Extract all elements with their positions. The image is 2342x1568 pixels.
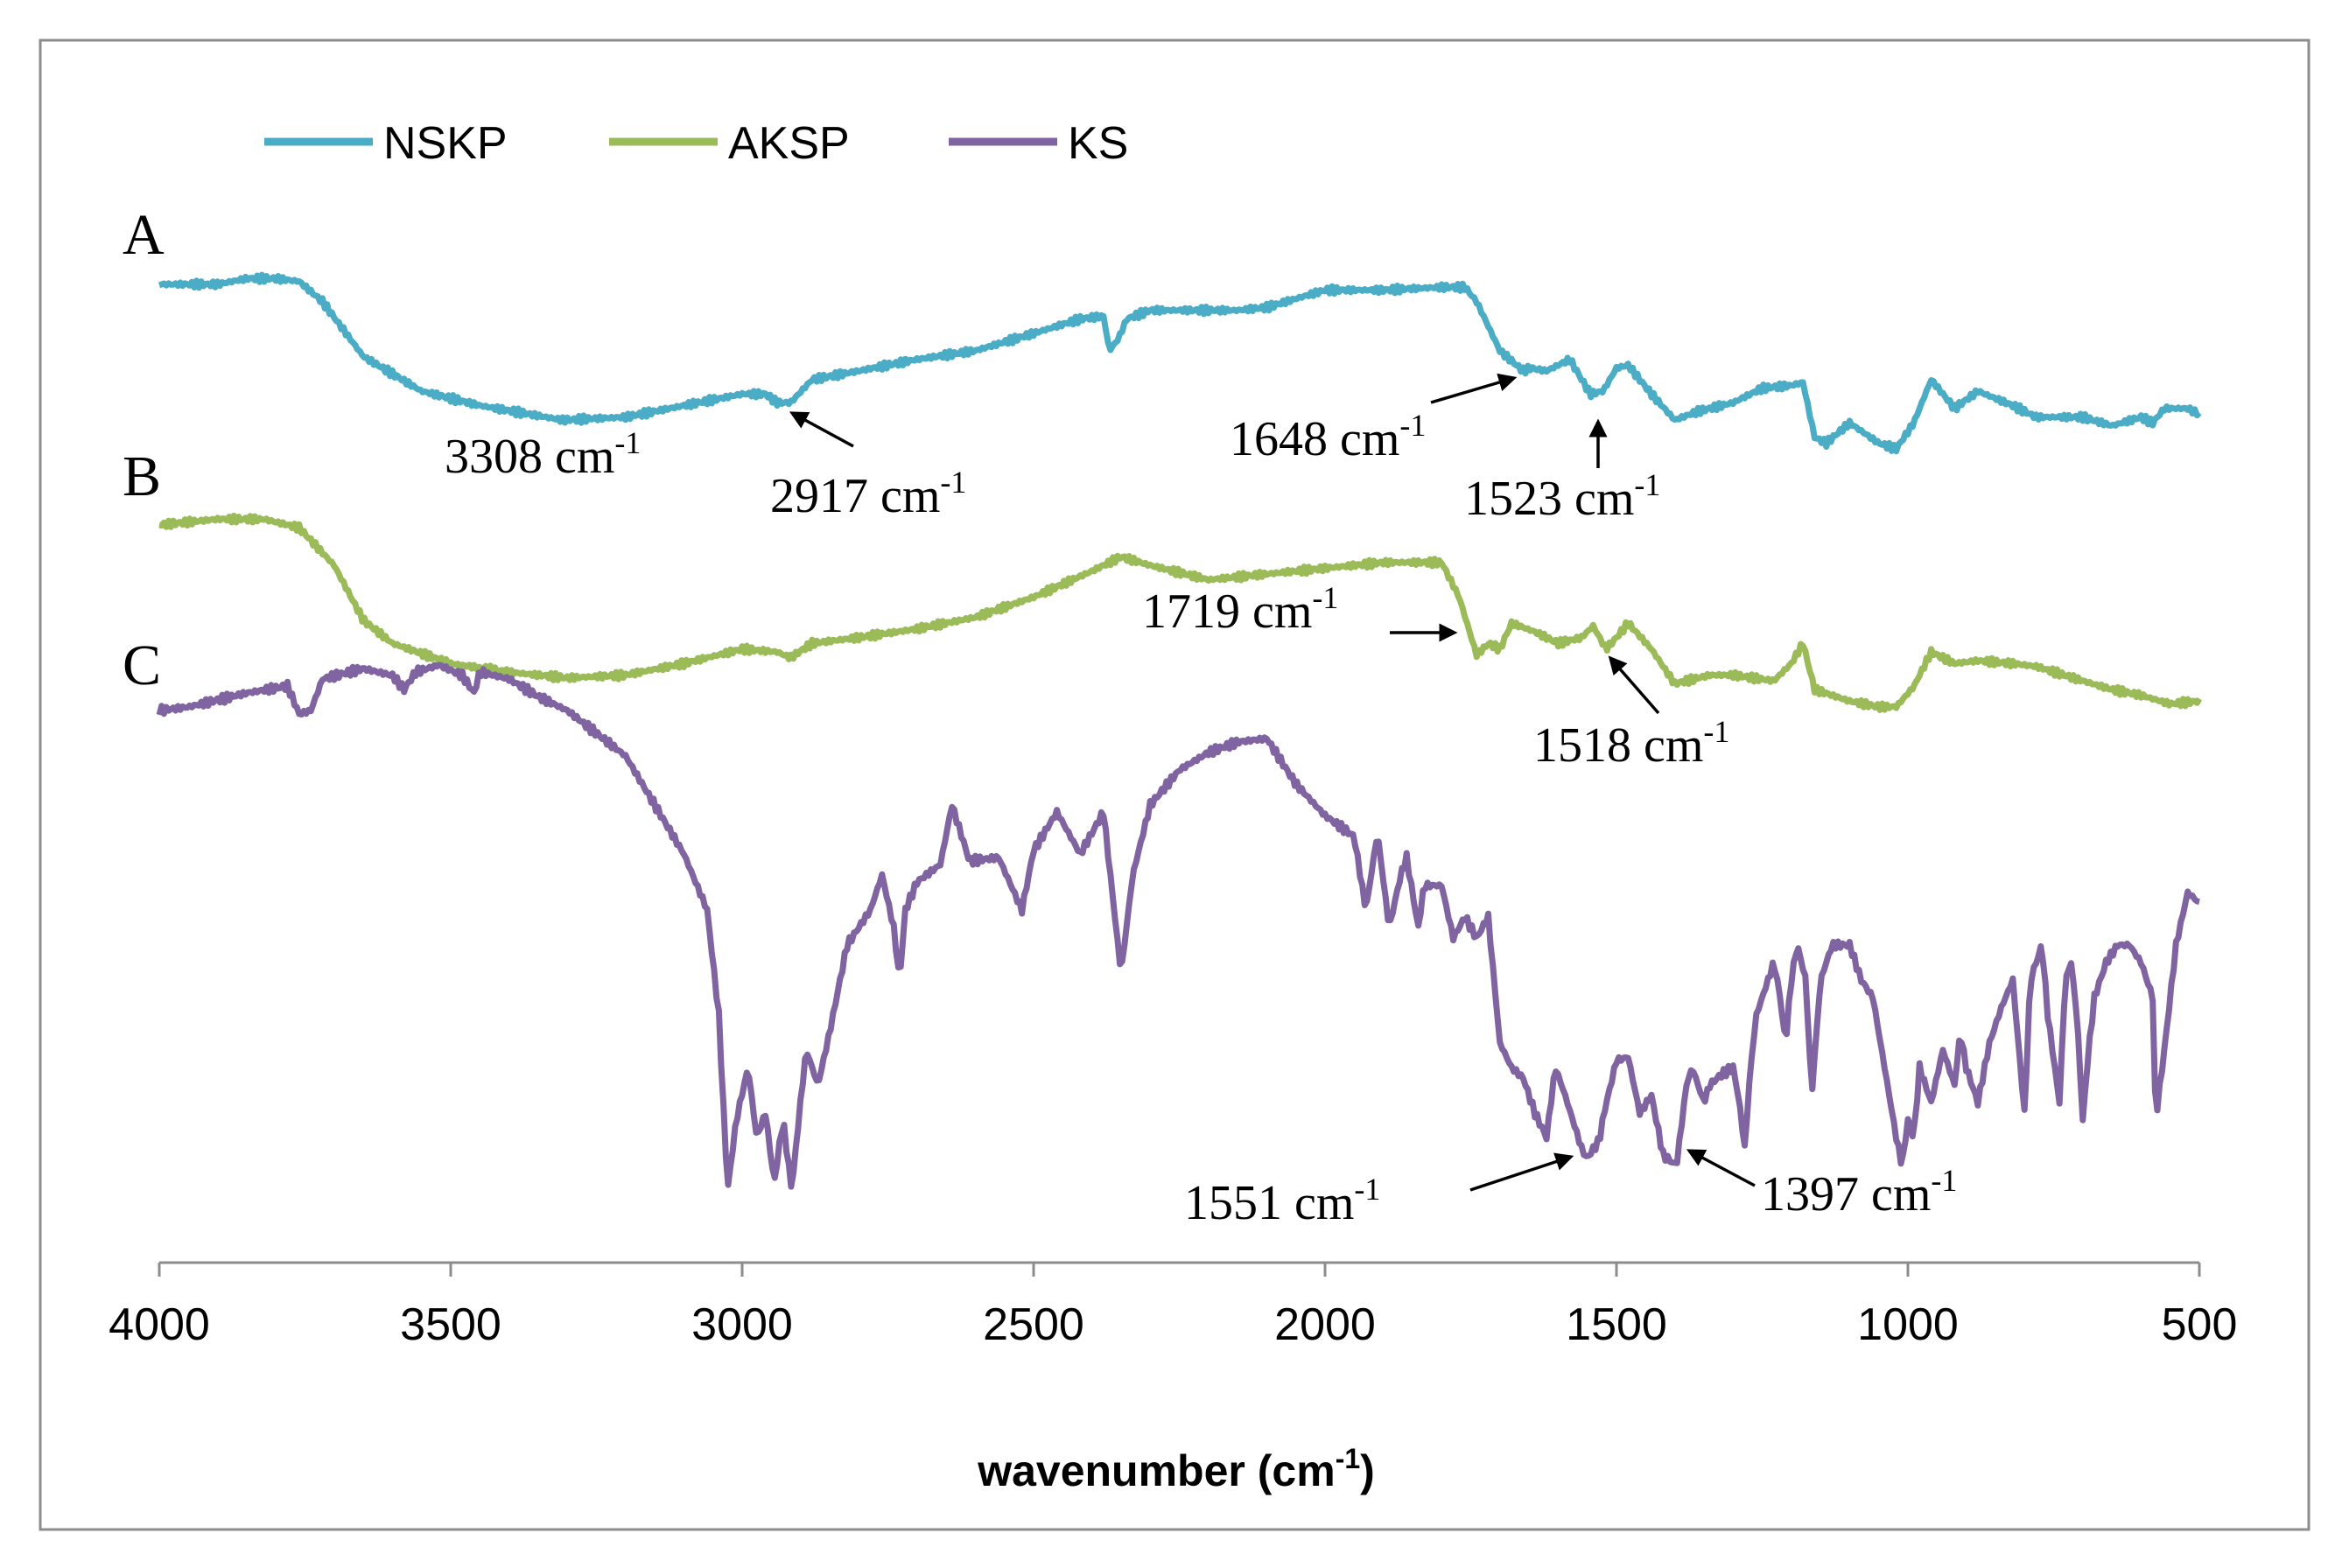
annotation-label: 1397 cm-1 <box>1761 1163 1957 1222</box>
annotation-label: 1518 cm-1 <box>1533 714 1729 773</box>
annotation-label: 3308 cm-1 <box>445 425 641 484</box>
x-tick-label: 4000 <box>109 1299 210 1350</box>
panel-label-a: A <box>123 203 165 267</box>
legend: NSKP AKSP KS <box>264 118 1128 169</box>
series-line-nskp <box>158 271 2202 455</box>
x-tick-label: 1500 <box>1566 1299 1667 1350</box>
annotation-label: 1523 cm-1 <box>1464 467 1660 526</box>
annotation-1719: 1719 cm-1 <box>1142 580 1458 642</box>
annotation-label: 1648 cm-1 <box>1230 408 1426 466</box>
panel-label-c: C <box>123 634 161 697</box>
x-axis-title: wavenumber (cm-1) <box>977 1443 1375 1495</box>
annotation-3308: 3308 cm-1 <box>445 425 641 484</box>
annotation-1523: 1523 cm-1 <box>1464 418 1660 526</box>
annotation-label: 1719 cm-1 <box>1142 580 1338 639</box>
x-tick-label: 2000 <box>1274 1299 1376 1350</box>
x-tick-label: 500 <box>2162 1299 2238 1350</box>
annotation-arrow <box>1469 1152 1574 1192</box>
legend-label-aksp: AKSP <box>728 118 850 169</box>
annotation-1551: 1551 cm-1 <box>1184 1152 1574 1230</box>
legend-label-nskp: NSKP <box>383 118 508 169</box>
x-tick-label: 3500 <box>400 1299 501 1350</box>
x-axis: 4000 3500 3000 2500 2000 1500 1000 500 wavenumb… <box>109 1261 2238 1495</box>
annotation-1648: 1648 cm-1 <box>1230 373 1518 466</box>
annotations: 3308 cm-1 2917 cm-1 1648 cm-1 1523 cm-1 1719… <box>445 373 1957 1230</box>
x-tick-label: 2500 <box>983 1299 1084 1350</box>
series-line-ks <box>156 662 2200 1190</box>
x-tick-label: 3000 <box>691 1299 793 1350</box>
annotation-arrow <box>789 411 854 448</box>
annotation-arrow <box>1686 1149 1756 1187</box>
panel-label-b: B <box>123 444 161 508</box>
annotation-1518: 1518 cm-1 <box>1533 655 1729 773</box>
legend-label-ks: KS <box>1068 118 1128 169</box>
x-axis-title-main: wavenumber (cm <box>977 1446 1335 1495</box>
legend-item-nskp: NSKP <box>264 118 508 169</box>
annotation-label: 2917 cm-1 <box>770 465 966 523</box>
x-axis-title-sup: -1 <box>1336 1443 1360 1474</box>
legend-item-aksp: AKSP <box>609 118 850 169</box>
chart-frame <box>39 38 2310 1531</box>
x-tick-label: 1000 <box>1857 1299 1959 1350</box>
annotation-arrow <box>1430 373 1518 404</box>
legend-item-ks: KS <box>949 118 1128 169</box>
annotation-1397: 1397 cm-1 <box>1686 1149 1957 1222</box>
annotation-label: 1551 cm-1 <box>1184 1172 1380 1230</box>
series-line-aksp <box>158 512 2203 713</box>
annotation-2917: 2917 cm-1 <box>770 411 966 523</box>
annotation-arrow <box>1608 655 1660 715</box>
x-axis-title-close: ) <box>1360 1446 1375 1495</box>
